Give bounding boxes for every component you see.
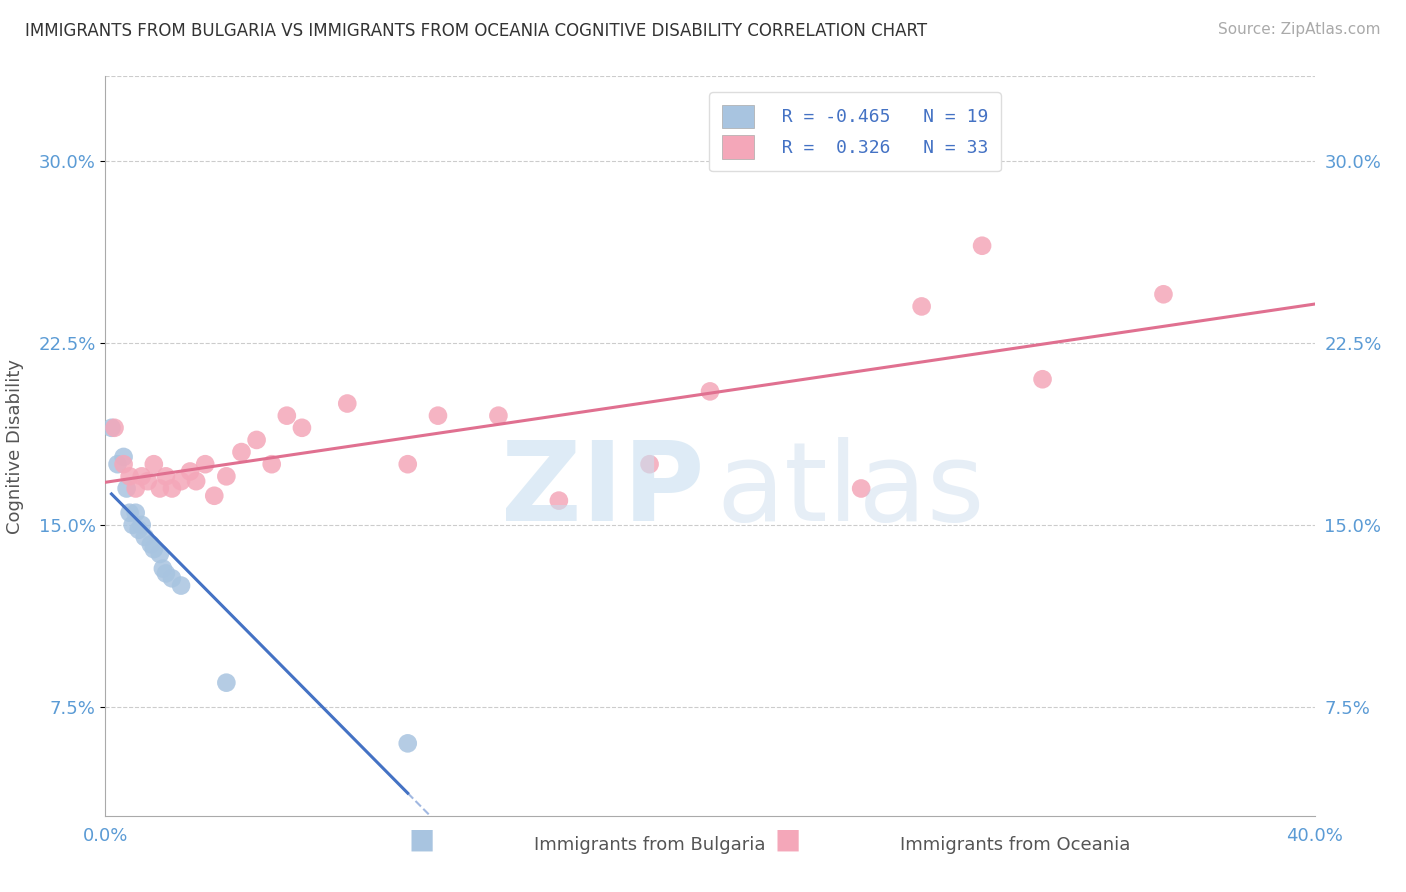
Point xyxy=(112,457,135,471)
Point xyxy=(396,736,419,750)
Text: ■: ■ xyxy=(409,826,434,854)
Point xyxy=(911,300,934,314)
Point xyxy=(100,421,122,435)
Point xyxy=(155,566,177,581)
Point xyxy=(121,517,143,532)
Point xyxy=(136,474,159,488)
Point xyxy=(149,482,172,496)
Point xyxy=(160,571,183,585)
Point xyxy=(202,489,225,503)
Point xyxy=(548,493,571,508)
Point xyxy=(215,675,238,690)
Point xyxy=(103,421,125,435)
Point xyxy=(638,457,661,471)
Point xyxy=(276,409,298,423)
Point xyxy=(170,474,193,488)
Point xyxy=(131,517,153,532)
Point xyxy=(155,469,177,483)
Point xyxy=(427,409,450,423)
Point xyxy=(215,469,238,483)
Point xyxy=(131,469,153,483)
Point xyxy=(246,433,269,447)
Text: 0.0%: 0.0% xyxy=(83,827,128,845)
Point xyxy=(128,523,150,537)
Point xyxy=(699,384,721,399)
Point xyxy=(107,457,129,471)
Point xyxy=(179,465,201,479)
Point xyxy=(142,457,165,471)
Point xyxy=(970,238,993,252)
Text: 40.0%: 40.0% xyxy=(1286,827,1343,845)
Point xyxy=(124,482,148,496)
Point xyxy=(115,482,138,496)
Legend:   R = -0.465   N = 19,   R =  0.326   N = 33: R = -0.465 N = 19, R = 0.326 N = 33 xyxy=(710,92,1001,171)
Point xyxy=(134,530,156,544)
Point xyxy=(396,457,419,471)
Point xyxy=(149,547,172,561)
Point xyxy=(170,578,193,592)
Point xyxy=(142,542,165,557)
Point xyxy=(1153,287,1175,301)
Point xyxy=(336,396,359,410)
Point xyxy=(260,457,283,471)
Point xyxy=(186,474,208,488)
Text: IMMIGRANTS FROM BULGARIA VS IMMIGRANTS FROM OCEANIA COGNITIVE DISABILITY CORRELA: IMMIGRANTS FROM BULGARIA VS IMMIGRANTS F… xyxy=(25,22,928,40)
Text: ■: ■ xyxy=(775,826,800,854)
Y-axis label: Cognitive Disability: Cognitive Disability xyxy=(7,359,24,533)
Point xyxy=(112,450,135,464)
Point xyxy=(488,409,510,423)
Text: Immigrants from Bulgaria: Immigrants from Bulgaria xyxy=(534,836,766,854)
Point xyxy=(118,506,141,520)
Point xyxy=(160,482,183,496)
Text: ZIP: ZIP xyxy=(501,437,704,544)
Text: atlas: atlas xyxy=(716,437,984,544)
Point xyxy=(124,506,148,520)
Point xyxy=(139,537,162,551)
Text: Immigrants from Oceania: Immigrants from Oceania xyxy=(900,836,1130,854)
Point xyxy=(1032,372,1054,386)
Point xyxy=(849,482,872,496)
Point xyxy=(118,469,141,483)
Point xyxy=(194,457,217,471)
Point xyxy=(291,421,314,435)
Text: Source: ZipAtlas.com: Source: ZipAtlas.com xyxy=(1218,22,1381,37)
Point xyxy=(152,561,174,575)
Point xyxy=(231,445,253,459)
